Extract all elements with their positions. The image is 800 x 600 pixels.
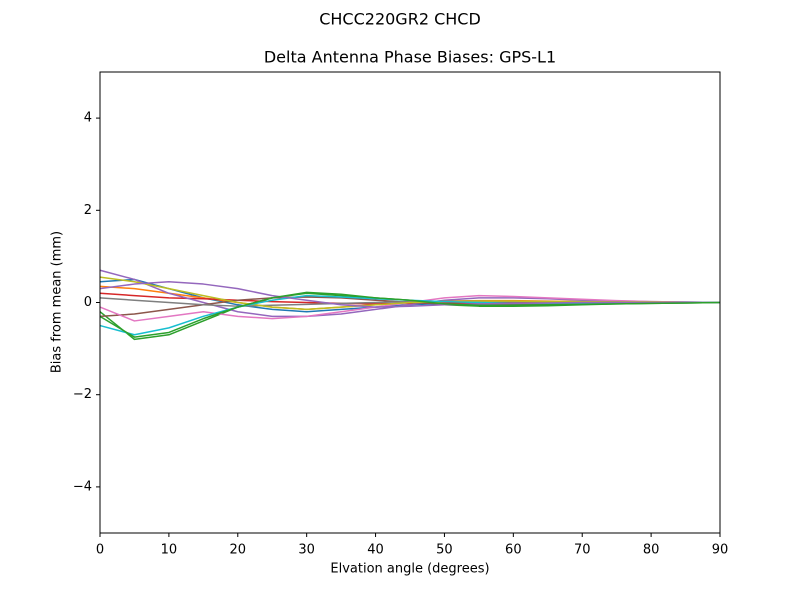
y-axis-label: Bias from mean (mm)	[50, 231, 65, 373]
y-tick-label: 2	[84, 203, 92, 218]
x-axis-label: Elvation angle (degrees)	[330, 562, 489, 577]
y-tick-label: −4	[73, 479, 92, 494]
suptitle: CHCC220GR2 CHCD	[319, 10, 481, 29]
x-tick-label: 50	[436, 543, 453, 558]
x-tick-label: 80	[643, 543, 660, 558]
y-tick-label: −2	[73, 387, 92, 402]
x-tick-label: 40	[367, 543, 384, 558]
x-tick-label: 30	[298, 543, 315, 558]
x-tick-label: 90	[712, 543, 729, 558]
chart-title: Delta Antenna Phase Biases: GPS-L1	[264, 48, 556, 67]
series-line	[99, 291, 721, 338]
x-tick-label: 20	[230, 543, 247, 558]
x-tick-label: 10	[161, 543, 178, 558]
x-tick-label: 70	[574, 543, 591, 558]
series-line	[99, 281, 720, 308]
y-tick-label: 0	[84, 295, 92, 310]
x-tick-label: 0	[96, 543, 104, 558]
plot-area	[99, 269, 721, 341]
y-tick-label: 4	[84, 111, 92, 126]
x-tick-label: 60	[505, 543, 522, 558]
